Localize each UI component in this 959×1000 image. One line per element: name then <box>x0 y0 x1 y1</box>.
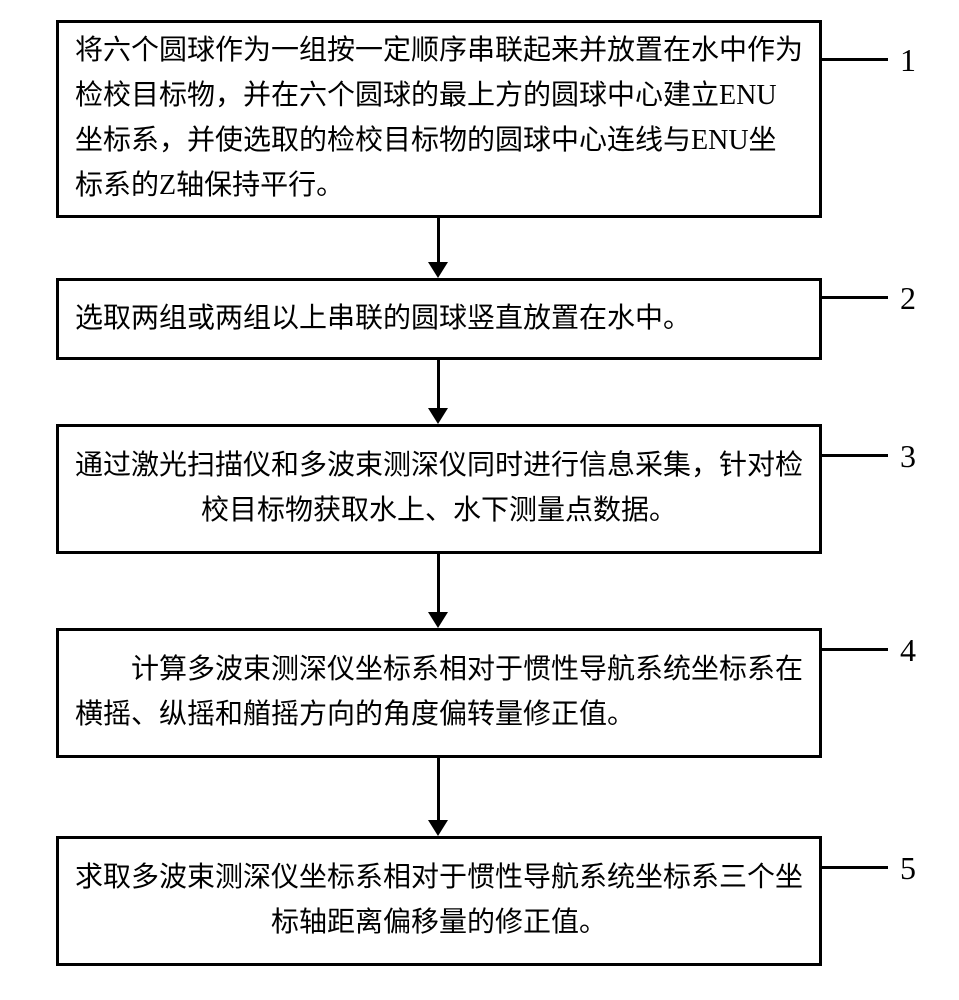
step4-number: 4 <box>900 632 916 669</box>
step4-box: 计算多波束测深仪坐标系相对于惯性导航系统坐标系在横摇、纵摇和艏摇方向的角度偏转量… <box>56 628 822 758</box>
step2-box: 选取两组或两组以上串联的圆球竖直放置在水中。 <box>56 278 822 360</box>
step1-text: 将六个圆球作为一组按一定顺序串联起来并放置在水中作为检校目标物，并在六个圆球的最… <box>75 29 803 208</box>
arrow-line-2 <box>437 360 440 410</box>
arrow-head-2 <box>428 408 448 424</box>
step2-text: 选取两组或两组以上串联的圆球竖直放置在水中。 <box>75 297 803 342</box>
step3-number: 3 <box>900 438 916 475</box>
arrow-head-1 <box>428 262 448 278</box>
step4-lead-h <box>822 648 888 651</box>
arrow-line-4 <box>437 758 440 822</box>
step5-number: 5 <box>900 850 916 887</box>
step2-number: 2 <box>900 280 916 317</box>
flowchart-container: 将六个圆球作为一组按一定顺序串联起来并放置在水中作为检校目标物，并在六个圆球的最… <box>0 0 959 1000</box>
step3-lead-h <box>822 454 888 457</box>
arrow-line-1 <box>437 218 440 264</box>
step3-box: 通过激光扫描仪和多波束测深仪同时进行信息采集，针对检校目标物获取水上、水下测量点… <box>56 424 822 554</box>
arrow-head-4 <box>428 820 448 836</box>
step5-text: 求取多波束测深仪坐标系相对于惯性导航系统坐标系三个坐标轴距离偏移量的修正值。 <box>75 856 803 946</box>
step1-number: 1 <box>900 42 916 79</box>
step5-box: 求取多波束测深仪坐标系相对于惯性导航系统坐标系三个坐标轴距离偏移量的修正值。 <box>56 836 822 966</box>
step2-lead-h <box>822 296 888 299</box>
step4-text: 计算多波束测深仪坐标系相对于惯性导航系统坐标系在横摇、纵摇和艏摇方向的角度偏转量… <box>75 648 803 738</box>
arrow-line-3 <box>437 554 440 614</box>
arrow-head-3 <box>428 612 448 628</box>
step5-lead-h <box>822 866 888 869</box>
step3-text: 通过激光扫描仪和多波束测深仪同时进行信息采集，针对检校目标物获取水上、水下测量点… <box>75 444 803 534</box>
step1-box: 将六个圆球作为一组按一定顺序串联起来并放置在水中作为检校目标物，并在六个圆球的最… <box>56 20 822 218</box>
step1-lead-h <box>822 58 888 61</box>
